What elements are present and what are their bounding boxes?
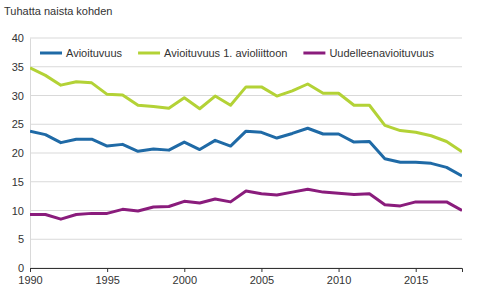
y-tick-label: 5 — [18, 233, 24, 245]
grid — [30, 38, 462, 268]
x-axis-line — [31, 269, 463, 273]
x-tick-mark — [30, 268, 31, 272]
y-tick: 25 — [12, 118, 30, 130]
y-tick-label: 20 — [12, 147, 24, 159]
x-tick-mark — [184, 268, 185, 272]
y-tick-label: 0 — [18, 262, 24, 274]
x-tick-label: 2005 — [250, 274, 274, 286]
x-axis: 1990 1995 2000 2005 2010 2015 — [18, 268, 462, 286]
x-tick: 1990 — [18, 268, 42, 286]
x-tick-mark — [416, 268, 417, 272]
legend-swatch — [138, 52, 160, 55]
legend-item: Uudelleenavioituvuus — [303, 47, 434, 59]
x-tick-label: 2000 — [173, 274, 197, 286]
y-axis-line — [30, 39, 31, 269]
x-tick: 2010 — [327, 268, 351, 286]
x-tick-mark — [261, 268, 262, 272]
series-line — [30, 128, 462, 176]
chart: 0 5 10 15 20 25 30 35 40 1990 1995 2000 2005 2010 2015… — [0, 0, 492, 302]
y-tick-label: 40 — [12, 32, 24, 44]
y-tick-label: 15 — [12, 176, 24, 188]
y-tick-label: 25 — [12, 118, 24, 130]
grid-line — [30, 38, 462, 39]
legend-label: Uudelleenavioituvuus — [329, 47, 434, 59]
grid-line — [30, 153, 462, 154]
x-tick-label: 1995 — [95, 274, 119, 286]
y-tick-label: 30 — [12, 90, 24, 102]
y-tick: 40 — [12, 32, 30, 44]
series-line — [30, 68, 462, 152]
y-tick: 5 — [18, 233, 30, 245]
y-axis: 0 5 10 15 20 25 30 35 40 — [12, 32, 31, 274]
x-tick-label: 1990 — [18, 274, 42, 286]
grid-line — [30, 124, 462, 125]
legend-swatch — [303, 52, 325, 55]
legend-item: Avioituvuus — [40, 47, 123, 59]
grid-line — [30, 181, 462, 182]
y-axis-title: Tuhatta naista kohden — [4, 5, 112, 17]
legend-swatch — [40, 52, 62, 55]
grid-line — [30, 239, 462, 240]
series-line — [30, 189, 462, 219]
y-tick-label: 10 — [12, 205, 24, 217]
y-tick: 20 — [12, 147, 30, 159]
x-tick: 2000 — [173, 268, 197, 286]
x-tick: 2005 — [250, 268, 274, 286]
grid-line — [30, 66, 462, 67]
legend-item: Avioituvuus 1. avioliittoon — [138, 47, 287, 59]
x-tick-label: 2015 — [404, 274, 428, 286]
x-tick-mark — [339, 268, 340, 272]
legend-label: Avioituvuus — [66, 47, 123, 59]
grid-line — [30, 95, 462, 96]
x-tick: 1995 — [95, 268, 119, 286]
legend-label: Avioituvuus 1. avioliittoon — [164, 47, 287, 59]
y-tick: 0 — [18, 262, 30, 274]
y-tick: 30 — [12, 90, 30, 102]
y-tick: 15 — [12, 176, 30, 188]
grid-line — [30, 210, 462, 211]
x-tick-mark — [107, 268, 108, 272]
legend: Avioituvuus Avioituvuus 1. avioliittoon Uu… — [40, 47, 434, 59]
x-tick-label: 2010 — [327, 274, 351, 286]
y-tick: 10 — [12, 205, 30, 217]
lines — [30, 68, 462, 219]
y-tick: 35 — [12, 61, 30, 73]
x-tick: 2015 — [404, 268, 428, 286]
y-tick-label: 35 — [12, 61, 24, 73]
